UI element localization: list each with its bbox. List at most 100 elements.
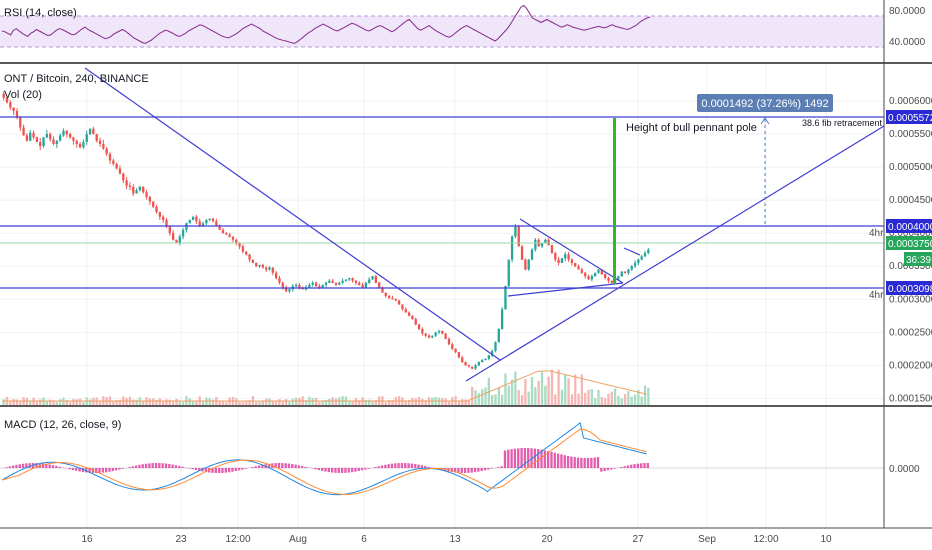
volume-bar bbox=[218, 401, 221, 405]
macd-hist-bar bbox=[540, 449, 543, 468]
tf-label-upper: 4hr bbox=[869, 228, 884, 239]
macd-hist-bar bbox=[111, 468, 114, 472]
candle-body bbox=[274, 272, 278, 279]
macd-hist-bar bbox=[460, 468, 463, 473]
volume-bar bbox=[112, 400, 115, 405]
downtrend-line[interactable] bbox=[84, 67, 501, 361]
volume-bar bbox=[404, 400, 407, 405]
macd-hist-bar bbox=[480, 468, 483, 472]
candle-body bbox=[597, 269, 600, 273]
candle-body bbox=[248, 254, 251, 260]
volume-bar bbox=[587, 389, 590, 405]
candle-body bbox=[510, 236, 514, 260]
volume-bar bbox=[334, 398, 338, 405]
candle-body bbox=[368, 279, 371, 283]
pennant-pole[interactable] bbox=[613, 118, 616, 284]
macd-hist-bar bbox=[311, 468, 314, 469]
volume-bar bbox=[241, 401, 245, 405]
macd-hist-bar bbox=[337, 468, 340, 473]
candle-body bbox=[514, 226, 517, 237]
macd-hist-bar bbox=[450, 468, 453, 473]
macd-hist-bar bbox=[291, 464, 294, 468]
volume-bar bbox=[291, 398, 294, 405]
candle-body bbox=[258, 264, 261, 267]
volume-bar bbox=[623, 394, 627, 405]
rsi-pane[interactable]: RSI (14, close) 80.0000 40.0000 bbox=[0, 4, 926, 49]
macd-hist-bar bbox=[55, 465, 58, 468]
volume-bar bbox=[524, 379, 527, 405]
candle-body bbox=[218, 225, 221, 230]
volume-bar bbox=[530, 377, 534, 405]
candle-body bbox=[637, 259, 640, 263]
pennant-lower-line[interactable] bbox=[507, 282, 624, 297]
volume-bar bbox=[368, 399, 371, 405]
price-tick: 0.0001500 bbox=[889, 393, 932, 404]
time-tick: 6 bbox=[361, 534, 367, 545]
volume-bar bbox=[597, 389, 600, 405]
pennant-upper-line[interactable] bbox=[519, 218, 624, 284]
volume-bar bbox=[514, 371, 517, 405]
volume-bar bbox=[391, 400, 394, 405]
macd-hist-bar bbox=[118, 468, 121, 470]
price-pane[interactable]: Height of bull pennant pole 0.0001492 (3… bbox=[0, 64, 932, 528]
macd-hist-bar bbox=[95, 468, 98, 473]
candle-body bbox=[235, 239, 238, 244]
candle-body bbox=[397, 300, 401, 305]
volume-bar bbox=[148, 398, 152, 405]
price-axis[interactable]: 0.0006000 0.0005500 0.0005000 0.0004500 0.00… bbox=[889, 96, 932, 404]
macd-hist-bar bbox=[503, 450, 507, 468]
uptrend-line[interactable] bbox=[465, 125, 885, 382]
macd-hist-bar bbox=[287, 463, 291, 468]
candle-body bbox=[584, 272, 587, 277]
candle-body bbox=[128, 185, 132, 187]
macd-hist-bar bbox=[144, 463, 148, 468]
macd-hist-bar bbox=[404, 463, 407, 468]
macd-hist-bar bbox=[174, 465, 178, 468]
candle-body bbox=[444, 333, 447, 339]
macd-hist-bar bbox=[15, 464, 18, 468]
candle-body bbox=[617, 276, 620, 280]
candle-body bbox=[125, 180, 128, 186]
volume-bar bbox=[72, 399, 75, 405]
volume-bar bbox=[258, 401, 261, 405]
candle-body bbox=[441, 330, 444, 334]
candle-body bbox=[620, 271, 623, 277]
macd-pane[interactable]: MACD (12, 26, close, 9) 0.0000 bbox=[0, 419, 920, 496]
candle-body bbox=[142, 186, 145, 193]
breakout-line[interactable] bbox=[623, 247, 641, 256]
volume-bar bbox=[311, 398, 314, 405]
time-axis[interactable]: 16 23 12:00 Aug 6 13 20 27 Sep 12:00 10 bbox=[81, 534, 832, 545]
macd-hist-bar bbox=[274, 463, 277, 468]
macd-hist-bar bbox=[463, 468, 467, 473]
macd-hist-bar bbox=[181, 466, 184, 468]
macd-hist-bar bbox=[5, 467, 8, 468]
macd-hist-bar bbox=[374, 467, 377, 468]
volume-bar bbox=[304, 400, 308, 405]
candle-body bbox=[490, 350, 494, 356]
measure-arrow-icon bbox=[760, 117, 770, 125]
macd-hist-bar bbox=[600, 468, 603, 472]
candle-body bbox=[547, 239, 550, 246]
measure-label-box[interactable] bbox=[697, 94, 833, 112]
price-tick: 0.0003500 bbox=[889, 261, 932, 272]
volume-bar bbox=[557, 369, 560, 405]
macd-hist-bar bbox=[237, 468, 241, 471]
candle-body bbox=[85, 134, 88, 143]
volume-bar bbox=[580, 374, 584, 405]
macd-hist-bar bbox=[330, 468, 334, 473]
macd-hist-bar bbox=[257, 465, 261, 468]
candle-body bbox=[623, 271, 627, 273]
macd-hist-bar bbox=[523, 448, 527, 468]
macd-hist-bar bbox=[417, 464, 420, 468]
candle-body bbox=[25, 135, 29, 141]
volume-bar bbox=[49, 399, 52, 405]
candle-body bbox=[554, 253, 557, 260]
macd-hist-bar bbox=[556, 453, 560, 468]
candle-body bbox=[387, 295, 391, 298]
volume-bar bbox=[570, 394, 574, 405]
candle-body bbox=[294, 284, 298, 287]
candle-body bbox=[162, 216, 165, 220]
